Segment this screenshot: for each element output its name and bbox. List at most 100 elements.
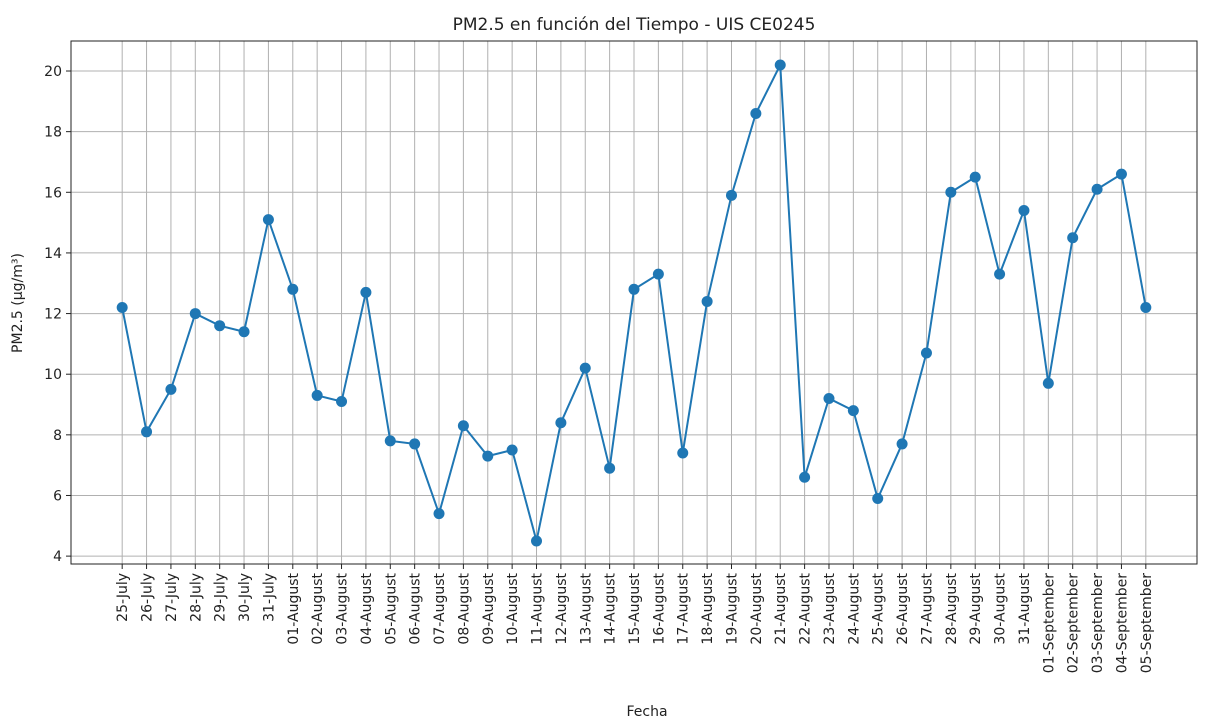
data-point [116,302,128,314]
data-point [1042,377,1054,389]
x-tick-label: 24-August [846,573,862,645]
x-tick-label: 02-August [310,573,326,645]
x-tick-label: 25-August [871,573,887,645]
data-point [774,59,786,71]
y-tick-label: 16 [44,185,62,201]
data-point [920,347,932,359]
data-point [701,295,713,307]
data-point [506,444,518,456]
chart-title: PM2.5 en función del Tiempo - UIS CE0245 [453,15,816,35]
data-point [1067,232,1079,244]
data-point [994,268,1006,280]
x-tick-label: 23-August [822,573,838,645]
x-tick-label: 05-August [383,573,399,645]
y-tick-label: 10 [44,367,62,383]
data-point [628,283,640,295]
x-tick-label: 21-August [773,573,789,645]
x-tick-label: 11-August [530,573,546,645]
x-tick-label: 14-August [603,573,619,645]
data-point [409,438,421,450]
x-tick-label: 01-August [286,573,302,645]
x-tick-label: 05-September [1139,573,1155,673]
y-axis-label: PM2.5 (µg/m³) [10,253,26,353]
data-point [141,426,153,438]
plot-frame [70,40,1198,565]
data-point [1115,168,1127,180]
data-point [1091,183,1103,195]
x-axis-label: Fecha [626,704,667,720]
data-point [238,326,250,338]
x-tick-label: 15-August [627,573,643,645]
data-point [189,308,201,320]
data-point [823,392,835,404]
data-point [799,471,811,483]
x-tick-label: 08-August [456,573,472,645]
y-tick-label: 8 [53,428,62,444]
data-point [579,362,591,374]
x-tick-label: 04-September [1114,573,1130,673]
x-tick-label: 29-August [968,573,984,645]
data-point [262,214,274,226]
x-tick-label: 30-August [993,573,1009,645]
data-point [725,189,737,201]
x-tick-label: 17-August [676,573,692,645]
data-point [360,286,372,298]
data-point [872,493,884,505]
y-tick-label: 4 [53,549,62,565]
data-point [287,283,299,295]
data-point [652,268,664,280]
data-point [1018,204,1030,216]
data-point [482,450,494,462]
x-tick-label: 09-August [481,573,497,645]
x-tick-label: 04-August [359,573,375,645]
data-point [750,107,762,119]
data-point [969,171,981,183]
data-point [1140,302,1152,314]
x-tick-label: 26-August [895,573,911,645]
data-point [945,186,957,198]
x-tick-label: 27-July [164,573,180,622]
data-point [531,535,543,547]
data-point [457,420,469,432]
x-tick-label: 28-August [944,573,960,645]
data-point [847,405,859,417]
x-tick-label: 26-July [140,573,156,622]
x-tick-label: 20-August [749,573,765,645]
x-tick-label: 27-August [919,573,935,645]
data-point [384,435,396,447]
x-tick-label: 03-August [335,573,351,645]
x-tick-label: 07-August [432,573,448,645]
data-point [896,438,908,450]
y-tick-label: 20 [44,64,62,80]
x-tick-label: 22-August [798,573,814,645]
data-point [677,447,689,459]
x-tick-label: 06-August [408,573,424,645]
y-tick-label: 14 [44,246,62,262]
x-tick-label: 10-August [505,573,521,645]
x-tick-label: 31-August [1017,573,1033,645]
data-point [336,395,348,407]
y-tick-label: 12 [44,307,62,323]
data-point [433,508,445,520]
data-point [311,389,323,401]
x-tick-label: 25-July [115,573,131,622]
x-tick-label: 19-August [724,573,740,645]
y-tick-label: 6 [53,488,62,504]
x-tick-label: 02-September [1066,573,1082,673]
x-tick-label: 30-July [237,573,253,622]
data-point [555,417,567,429]
x-tick-label: 16-August [651,573,667,645]
x-tick-label: 28-July [188,573,204,622]
y-tick-label: 18 [44,125,62,141]
x-tick-label: 18-August [700,573,716,645]
x-tick-label: 03-September [1090,573,1106,673]
x-tick-label: 31-July [261,573,277,622]
x-tick-label: 12-August [554,573,570,645]
data-point [165,383,177,395]
data-point [604,462,616,474]
x-tick-label: 01-September [1041,573,1057,673]
x-tick-label: 13-August [578,573,594,645]
x-tick-label: 29-July [213,573,229,622]
data-point [214,320,226,332]
